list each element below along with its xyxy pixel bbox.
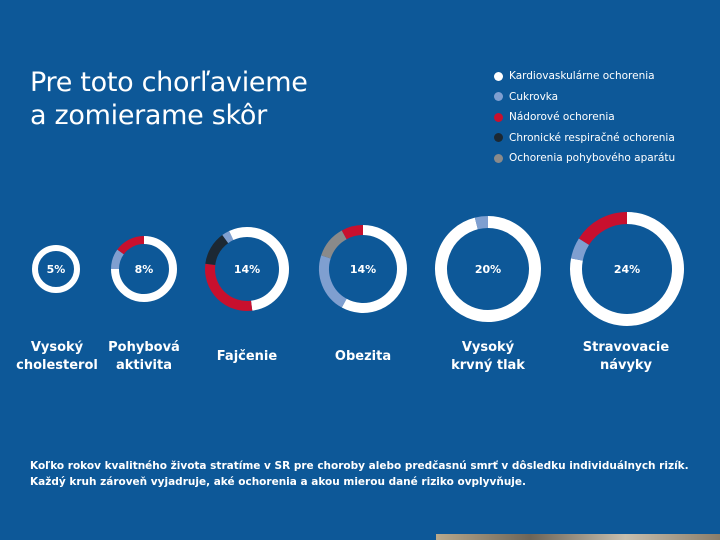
legend-label: Kardiovaskulárne ochorenia bbox=[509, 70, 655, 83]
legend: Kardiovaskulárne ochorenia Cukrovka Nádo… bbox=[494, 66, 714, 169]
donut-segment bbox=[578, 212, 628, 246]
donut-segment bbox=[571, 238, 590, 261]
caption-obesity: Obezita bbox=[293, 348, 433, 366]
donut-segment bbox=[222, 230, 234, 244]
donut-smoking: 14% bbox=[205, 227, 289, 311]
donut-value-label: 24% bbox=[614, 263, 640, 276]
donut-segment bbox=[32, 245, 80, 293]
caption-high-blood-pressure: Vysoký krvný tlak bbox=[418, 339, 558, 375]
legend-label: Ochorenia pohybového aparátu bbox=[509, 152, 676, 165]
caption-physical-activity: Pohybová aktivita bbox=[74, 339, 214, 375]
donut-segment bbox=[205, 263, 253, 311]
caption-high-cholesterol: Vysoký cholesterol bbox=[0, 339, 127, 375]
legend-dot-icon bbox=[494, 92, 503, 102]
donut-eating-habits: 24% bbox=[570, 212, 684, 326]
donut-segment bbox=[117, 236, 145, 255]
footnote-line-1: Koľko rokov kvalitného života stratíme v… bbox=[30, 460, 689, 472]
donut-segment bbox=[246, 227, 289, 311]
donut-value-label: 8% bbox=[135, 263, 154, 276]
legend-dot-icon bbox=[494, 133, 503, 143]
donut-segment bbox=[435, 216, 541, 322]
legend-dot-icon bbox=[494, 153, 503, 163]
donut-obesity: 14% bbox=[319, 225, 407, 313]
donut-value-label: 5% bbox=[47, 263, 66, 276]
caption-line: Fajčenie bbox=[216, 349, 278, 364]
donut-value-label: 14% bbox=[234, 263, 260, 276]
page-title: Pre toto chorľavieme a zomierame skôr bbox=[30, 66, 450, 132]
donut-physical-activity: 8% bbox=[111, 236, 177, 302]
donut-segment bbox=[474, 216, 489, 230]
caption-line: Pohybová bbox=[108, 340, 180, 355]
donut-value-label: 20% bbox=[475, 263, 501, 276]
legend-item-cancer: Nádorové ochorenia bbox=[494, 107, 714, 128]
caption-eating-habits: Stravovacie návyky bbox=[556, 339, 696, 375]
caption-line: Obezita bbox=[334, 349, 392, 364]
donut-segment bbox=[205, 235, 229, 266]
legend-dot-icon bbox=[494, 71, 503, 81]
footnote-line-2: Každý kruh zároveň vyjadruje, aké ochore… bbox=[30, 476, 527, 488]
legend-label: Nádorové ochorenia bbox=[509, 111, 615, 124]
donut-segment bbox=[321, 230, 347, 259]
footnote: Koľko rokov kvalitného života stratíme v… bbox=[30, 458, 690, 490]
legend-label: Cukrovka bbox=[509, 90, 559, 103]
legend-item-respiratory: Chronické respiračné ochorenia bbox=[494, 128, 714, 149]
caption-smoking: Fajčenie bbox=[177, 348, 317, 366]
donut-segment bbox=[319, 255, 347, 308]
donut-segment bbox=[111, 249, 124, 270]
donut-high-blood-pressure: 20% bbox=[435, 216, 541, 322]
legend-item-diabetes: Cukrovka bbox=[494, 87, 714, 108]
caption-line: Stravovacie bbox=[582, 340, 670, 355]
legend-item-cardiovascular: Kardiovaskulárne ochorenia bbox=[494, 66, 714, 87]
donut-high-cholesterol: 5% bbox=[32, 245, 80, 293]
bottom-photo-strip bbox=[436, 534, 720, 540]
legend-dot-icon bbox=[494, 112, 503, 122]
caption-line: krvný tlak bbox=[451, 358, 525, 373]
caption-line: Vysoký bbox=[461, 340, 515, 355]
donut-segment bbox=[111, 236, 177, 302]
donut-segment bbox=[229, 227, 248, 241]
donut-segment bbox=[341, 225, 407, 313]
title-line-2: a zomierame skôr bbox=[30, 100, 267, 131]
donut-segment bbox=[570, 212, 684, 326]
donut-segment bbox=[341, 225, 364, 240]
title-line-1: Pre toto chorľavieme bbox=[30, 67, 308, 98]
caption-line: návyky bbox=[599, 358, 653, 373]
donut-value-label: 14% bbox=[350, 263, 376, 276]
legend-item-musculoskeletal: Ochorenia pohybového aparátu bbox=[494, 148, 714, 169]
caption-line: cholesterol bbox=[16, 358, 98, 373]
caption-line: aktivita bbox=[115, 358, 172, 373]
caption-line: Vysoký bbox=[30, 340, 84, 355]
legend-label: Chronické respiračné ochorenia bbox=[509, 131, 675, 144]
